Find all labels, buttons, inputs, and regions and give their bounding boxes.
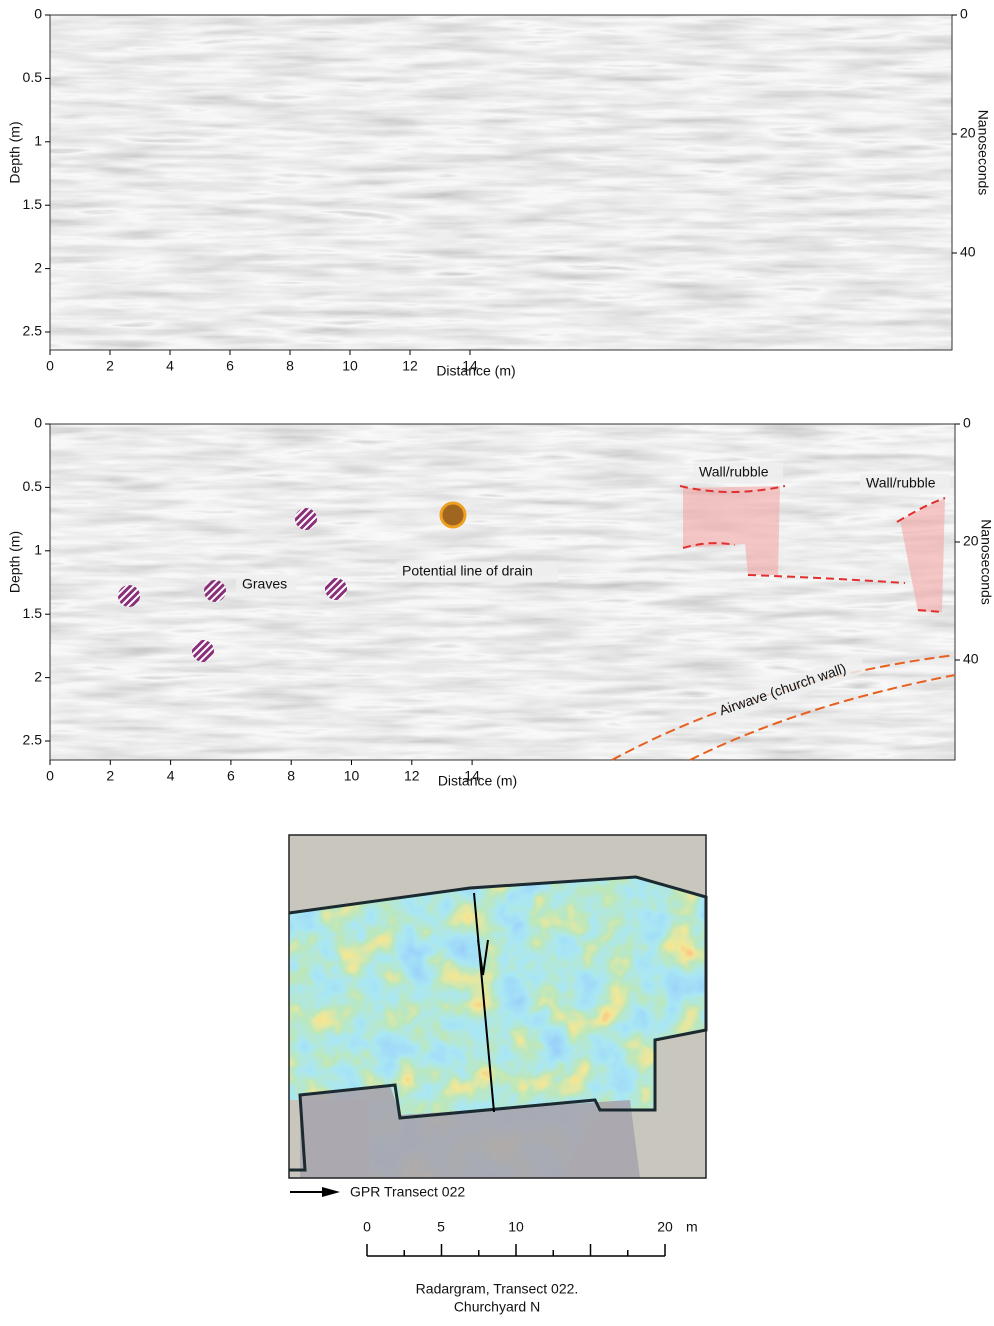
scale-unit: m xyxy=(686,1219,698,1235)
y2-tick-label: 20 xyxy=(960,125,976,141)
annotation: Graves xyxy=(242,576,287,592)
scale-label: 20 xyxy=(657,1219,673,1235)
x-tick-label: 6 xyxy=(226,358,234,374)
x-tick-label: 10 xyxy=(342,358,358,374)
x-tick-label: 2 xyxy=(106,768,114,784)
x-tick-label: 2 xyxy=(106,358,114,374)
x-tick-label: 12 xyxy=(402,358,418,374)
y-tick-label: 1 xyxy=(34,542,42,558)
grave-marker xyxy=(325,578,347,600)
y2-tick-label: 40 xyxy=(960,244,976,260)
annotation: Potential line of drain xyxy=(402,563,533,579)
y-tick-label: 2.5 xyxy=(23,732,43,748)
y2-axis-label: Nanoseconds xyxy=(975,110,991,196)
radargram-image xyxy=(50,15,952,350)
scale-label: 5 xyxy=(437,1219,445,1235)
legend-label: GPR Transect 022 xyxy=(350,1184,465,1200)
y-tick-label: 0.5 xyxy=(23,69,43,85)
caption: Radargram, Transect 022. xyxy=(416,1281,579,1297)
x-tick-label: 4 xyxy=(166,358,174,374)
y2-tick-label: 0 xyxy=(963,415,971,431)
x-axis-label: Distance (m) xyxy=(438,773,517,789)
x-axis-label: Distance (m) xyxy=(436,363,515,379)
scale-label: 0 xyxy=(363,1219,371,1235)
page: {"radargram_top": {"y_label": "Depth (m)… xyxy=(0,0,994,1326)
body: Graves Potential line of drain Wall/rubb… xyxy=(0,0,994,1326)
grave-marker xyxy=(295,508,317,530)
grave-marker xyxy=(204,580,226,602)
x-tick-label: 8 xyxy=(287,768,295,784)
annotation: Wall/rubble xyxy=(866,475,936,491)
y-tick-label: 2.5 xyxy=(23,323,43,339)
y-tick-label: 2 xyxy=(34,259,42,275)
annotation: Wall/rubble xyxy=(699,464,769,480)
y-tick-label: 1 xyxy=(34,133,42,149)
x-tick-label: 4 xyxy=(167,768,175,784)
caption: Churchyard N xyxy=(454,1299,540,1315)
y2-tick-label: 0 xyxy=(960,6,968,22)
y-tick-label: 1.5 xyxy=(23,196,43,212)
y-tick-label: 0 xyxy=(34,6,42,22)
scale-label: 10 xyxy=(508,1219,524,1235)
y-tick-label: 1.5 xyxy=(23,605,43,621)
y-tick-label: 0.5 xyxy=(23,478,43,494)
y2-tick-label: 40 xyxy=(963,651,979,667)
x-tick-label: 0 xyxy=(46,358,54,374)
figure: Graves Potential line of drain Wall/rubb… xyxy=(0,0,994,1321)
y-axis-label: Depth (m) xyxy=(7,531,23,593)
x-tick-label: 12 xyxy=(404,768,420,784)
y-tick-label: 2 xyxy=(34,668,42,684)
y2-axis-label: Nanoseconds xyxy=(978,519,994,605)
x-tick-label: 8 xyxy=(286,358,294,374)
y2-tick-label: 20 xyxy=(963,533,979,549)
x-tick-label: 0 xyxy=(46,768,54,784)
x-tick-label: 10 xyxy=(344,768,360,784)
grave-marker xyxy=(192,640,214,662)
y-tick-label: 0 xyxy=(34,415,42,431)
grave-marker xyxy=(118,585,140,607)
scale-bar: 0 5 10 20 m xyxy=(363,1219,698,1256)
drain-marker xyxy=(441,503,465,527)
y-axis-label: Depth (m) xyxy=(7,121,23,183)
x-tick-label: 6 xyxy=(227,768,235,784)
legend-arrow xyxy=(322,1187,340,1197)
